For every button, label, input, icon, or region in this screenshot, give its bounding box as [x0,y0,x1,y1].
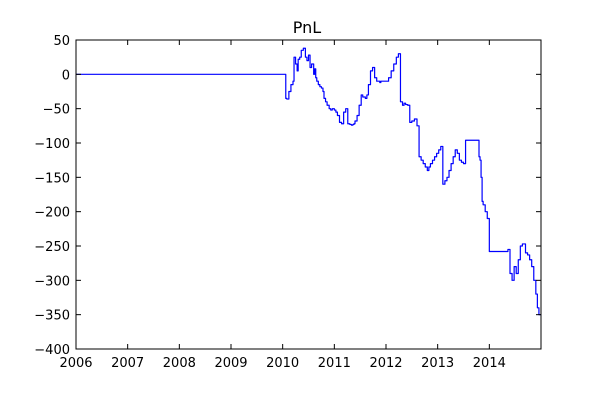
x-tick-label: 2012 [369,356,402,371]
y-tick-label: 0 [62,68,70,83]
x-tick-label: 2008 [163,356,196,371]
y-tick-label: 50 [53,34,70,49]
x-tick-label: 2007 [111,356,144,371]
plot-frame [75,39,542,350]
x-tick-label: 2009 [214,356,247,371]
plot-area [76,47,541,316]
y-tick-label: −150 [34,171,70,186]
x-tick-label: 2010 [266,356,299,371]
axes: 2006 2007 2008 2009 2010 2011 2012 2013 2014 50 0 −… [34,34,542,371]
y-tick-label: −350 [34,309,70,324]
series-line-0 [76,47,541,316]
y-tick-label: −250 [34,240,70,255]
y-tick-label: −50 [43,103,70,118]
chart-title: PnL [293,18,322,37]
y-tick-label: −200 [34,206,70,221]
y-tick-label: −100 [34,137,70,152]
x-tick-label: 2014 [473,356,506,371]
y-tick-label: −400 [34,343,70,358]
x-tick-label: 2006 [59,356,92,371]
y-tick-label: −300 [34,274,70,289]
x-tick-label: 2013 [421,356,454,371]
x-tick-label: 2011 [318,356,351,371]
